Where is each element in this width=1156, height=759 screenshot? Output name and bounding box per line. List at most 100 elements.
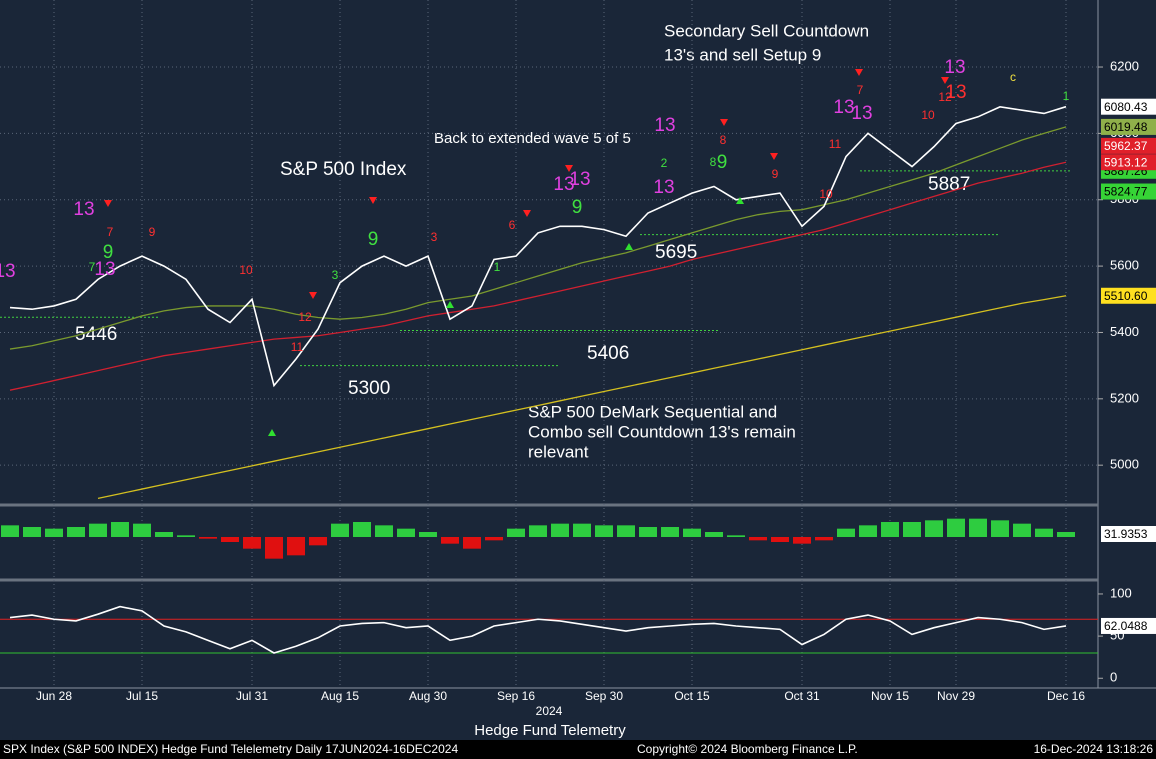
countdown-label: 11	[291, 340, 304, 354]
x-tick-label: Jun 28	[36, 689, 72, 703]
countdown-label: 7	[107, 225, 114, 239]
countdown-label: 13	[654, 115, 675, 136]
countdown-label: 13	[94, 259, 115, 280]
level-label: 5695	[655, 242, 697, 263]
bar	[639, 527, 657, 537]
bar	[397, 528, 415, 537]
bar	[485, 537, 503, 541]
series-line	[9, 126, 1067, 350]
x-year: 2024	[536, 704, 563, 718]
bar	[903, 522, 921, 537]
value-tag	[1101, 154, 1156, 171]
countdown-label: 3	[431, 230, 438, 244]
sell-arrow	[104, 200, 112, 207]
y-tick-label: 5200	[1110, 390, 1139, 405]
countdown-label: 1	[494, 260, 501, 274]
countdown-label: 9	[772, 167, 779, 181]
x-tick-label: Sep 16	[497, 689, 535, 703]
bar	[177, 535, 195, 537]
bar	[265, 537, 283, 559]
bar	[67, 527, 85, 537]
bar	[507, 528, 525, 537]
level-label: 5446	[75, 324, 117, 345]
bar	[221, 537, 239, 542]
bar	[815, 537, 833, 541]
bar	[441, 537, 459, 544]
countdown-label: 11	[829, 137, 842, 151]
value-tag-label: 6019.48	[1104, 120, 1148, 134]
countdown-label: 13	[945, 82, 966, 103]
y-tick-label: 6200	[1110, 58, 1139, 73]
countdown-label: 12	[938, 90, 952, 104]
countdown-label: 6	[509, 218, 516, 232]
bar	[705, 532, 723, 537]
sell-arrow	[770, 153, 778, 160]
y-tick-label: 5000	[1110, 457, 1139, 472]
value-tag-label: 6080.43	[1104, 100, 1148, 114]
bar	[309, 537, 327, 546]
bar	[155, 532, 173, 537]
countdown-label: 13	[653, 177, 674, 198]
series-line	[97, 295, 1067, 499]
countdown-label: 13	[553, 174, 574, 195]
bar	[375, 525, 393, 537]
value-tag	[1101, 118, 1156, 135]
level-label: 5887	[928, 174, 970, 195]
bar	[859, 525, 877, 537]
buy-arrow	[446, 301, 454, 308]
bar	[1013, 523, 1031, 537]
bar	[331, 523, 349, 537]
series-line	[9, 105, 1067, 388]
value-tag	[1101, 183, 1156, 200]
bar	[881, 522, 899, 537]
x-tick-label: Nov 15	[871, 689, 909, 703]
countdown-label: 8	[710, 155, 717, 169]
countdown-label: 9	[103, 242, 114, 263]
bar	[529, 525, 547, 537]
countdown-label: 8	[720, 133, 727, 147]
bar	[89, 523, 107, 537]
countdown-label: 13	[944, 57, 965, 78]
countdown-label: 9	[717, 152, 728, 173]
footer-left: SPX Index (S&P 500 INDEX) Hedge Fund Tel…	[3, 742, 458, 756]
x-tick-label: Aug 30	[409, 689, 447, 703]
x-axis-title: Hedge Fund Telemetry	[474, 722, 626, 739]
annotation: Combo sell Countdown 13's remain	[528, 422, 796, 441]
x-tick-label: Jul 15	[126, 689, 158, 703]
countdown-label: 9	[368, 229, 379, 250]
bar	[727, 535, 745, 537]
bar	[111, 522, 129, 537]
countdown-label: 13	[73, 199, 94, 220]
bar	[199, 537, 217, 539]
sell-arrow	[855, 69, 863, 76]
x-tick-label: Nov 29	[937, 689, 975, 703]
y-tick-label: 100	[1110, 585, 1132, 600]
sell-arrow	[941, 77, 949, 84]
bar	[661, 527, 679, 537]
bar	[991, 520, 1009, 537]
value-tag-label: 5962.37	[1104, 139, 1148, 153]
countdown-label: 7	[857, 83, 864, 97]
bar	[1057, 532, 1075, 537]
bar	[595, 525, 613, 537]
countdown-label: 10	[819, 187, 833, 201]
countdown-label: 9	[572, 197, 583, 218]
y-tick-label: 5600	[1110, 258, 1139, 273]
y-tick-label: 0	[1110, 670, 1117, 685]
bar	[419, 532, 437, 537]
value-tag	[1101, 287, 1156, 304]
bar	[617, 525, 635, 537]
value-tag-label: 31.9353	[1104, 527, 1148, 541]
sell-arrow	[523, 210, 531, 217]
footer-right: 16-Dec-2024 13:18:26	[1034, 742, 1154, 756]
buy-arrow	[268, 429, 276, 436]
bar	[925, 520, 943, 537]
chart-title: S&P 500 Index	[280, 159, 407, 180]
bar	[23, 527, 41, 537]
bar	[793, 537, 811, 544]
countdown-label: 13	[833, 97, 854, 118]
bar	[287, 537, 305, 556]
bar	[353, 522, 371, 537]
value-tag-label: 5824.77	[1104, 185, 1148, 199]
